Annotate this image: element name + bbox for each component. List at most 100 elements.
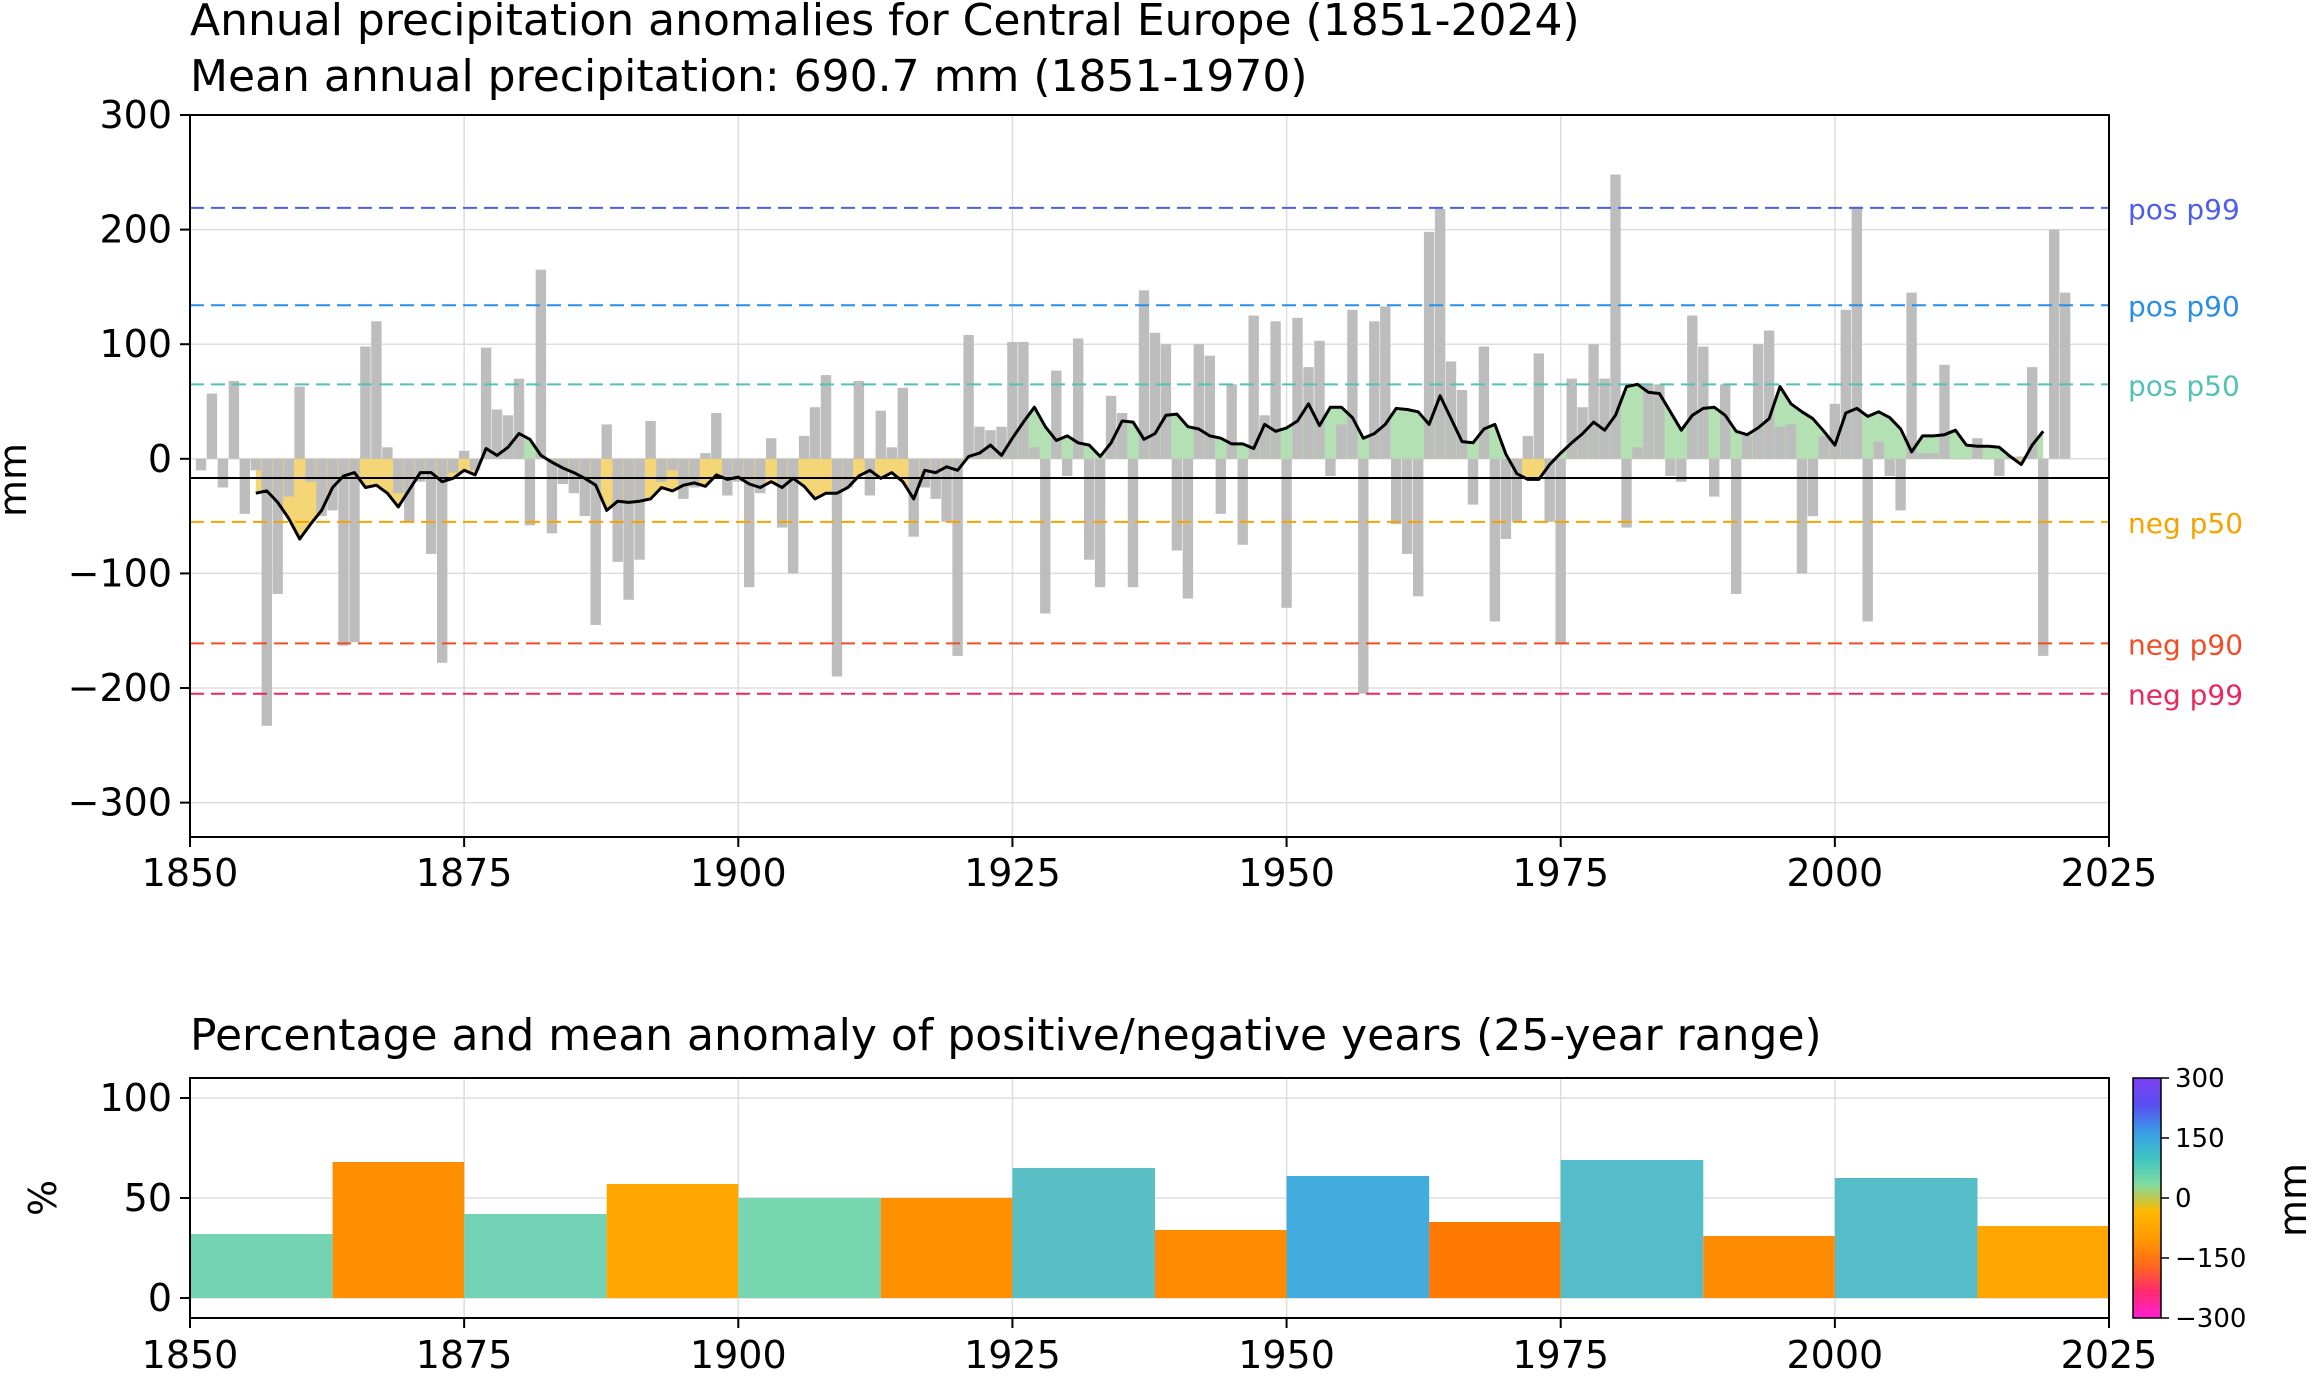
anomaly-bar bbox=[1314, 340, 1325, 459]
anomaly-bar bbox=[1073, 338, 1084, 459]
anomaly-bar bbox=[1752, 344, 1764, 459]
y-tick-label: 100 bbox=[99, 1076, 172, 1120]
percentage-y-axis-label: % bbox=[21, 1180, 65, 1216]
anomaly-bar bbox=[1665, 458, 1676, 476]
anomaly-bar bbox=[1193, 344, 1204, 459]
colorbar-tick-label: 150 bbox=[2175, 1124, 2225, 1154]
anomaly-bar bbox=[766, 438, 777, 459]
anomaly-bar bbox=[1785, 424, 1797, 459]
anomaly-bar bbox=[1643, 384, 1654, 459]
anomaly-bar bbox=[524, 458, 536, 526]
anomaly-bar bbox=[1851, 206, 1862, 459]
anomaly-bar bbox=[842, 458, 854, 488]
anomaly-bar bbox=[1544, 458, 1555, 522]
anomaly-bar bbox=[1391, 458, 1402, 525]
anomaly-x-axis: 1850 1875 1900 1925 1950 1975 2000 2025 bbox=[142, 837, 2157, 895]
percentage-bar bbox=[1834, 1178, 1978, 1298]
anomaly-bar bbox=[2059, 292, 2071, 459]
anomaly-bar bbox=[1138, 290, 1150, 459]
anomaly-bar bbox=[1555, 458, 1566, 645]
x-tick-label: 1900 bbox=[690, 1333, 787, 1377]
anomaly-bar bbox=[426, 458, 437, 554]
anomaly-bar bbox=[1029, 447, 1040, 459]
anomaly-bar bbox=[1566, 378, 1577, 459]
anomaly-bar bbox=[1698, 346, 1709, 459]
anomaly-bar bbox=[853, 380, 865, 459]
anomaly-bar bbox=[1983, 458, 1994, 460]
x-tick-label: 1850 bbox=[142, 1333, 239, 1377]
anomaly-bar bbox=[1116, 413, 1128, 459]
anomaly-bar bbox=[1358, 458, 1369, 694]
anomaly-bar bbox=[776, 458, 788, 528]
anomaly-bar bbox=[1720, 384, 1731, 459]
anomaly-bar bbox=[1062, 458, 1073, 476]
colorbar-tick-label: 0 bbox=[2175, 1184, 2192, 1214]
anomaly-bar bbox=[480, 347, 492, 459]
y-tick-label: −100 bbox=[68, 551, 172, 595]
anomaly-bar bbox=[371, 321, 382, 459]
x-tick-label: 1875 bbox=[416, 851, 513, 895]
anomaly-bar bbox=[1807, 458, 1819, 517]
anomaly-bar bbox=[1829, 403, 1840, 459]
anomaly-grid bbox=[189, 114, 2110, 837]
anomaly-bar bbox=[1522, 435, 1533, 459]
anomaly-bar bbox=[623, 458, 634, 600]
anomaly-bar bbox=[217, 458, 229, 488]
anomaly-bar bbox=[228, 380, 240, 459]
anomaly-bar bbox=[448, 458, 459, 473]
y-tick-label: 200 bbox=[99, 208, 172, 252]
anomaly-bar bbox=[1171, 458, 1183, 551]
anomaly-bar bbox=[1127, 458, 1139, 588]
anomaly-bar bbox=[809, 407, 821, 459]
anomaly-bar bbox=[2038, 458, 2049, 656]
anomaly-bar bbox=[250, 458, 261, 471]
anomaly-bar bbox=[1873, 441, 1884, 459]
anomaly-bar bbox=[1950, 458, 1961, 460]
percentage-bar bbox=[880, 1198, 1013, 1298]
threshold-lines: pos p99 pos p90 pos p50 neg p50 neg p90 neg p… bbox=[190, 193, 2243, 712]
anomaly-bar bbox=[305, 458, 316, 482]
y-tick-label: 0 bbox=[148, 437, 172, 481]
anomaly-y-axis-label: mm bbox=[0, 443, 35, 517]
anomaly-chart-title: Annual precipitation anomalies for Centr… bbox=[190, 0, 1580, 46]
anomaly-bar bbox=[1336, 424, 1347, 459]
anomaly-bar bbox=[294, 386, 305, 459]
anomaly-bar bbox=[1259, 415, 1270, 459]
anomaly-bar bbox=[568, 458, 579, 494]
anomaly-bar bbox=[1741, 435, 1753, 459]
anomaly-bar bbox=[1917, 453, 1928, 459]
anomaly-bar bbox=[1840, 309, 1851, 459]
anomaly-bar bbox=[634, 458, 645, 560]
anomaly-bar bbox=[458, 450, 470, 459]
anomaly-bar bbox=[820, 375, 832, 459]
anomaly-bar bbox=[612, 458, 623, 562]
anomaly-bar bbox=[1303, 367, 1314, 459]
percentage-bar bbox=[1703, 1236, 1835, 1298]
smoothed-line bbox=[255, 382, 2045, 541]
anomaly-bar bbox=[733, 458, 744, 482]
anomaly-chart-subtitle: Mean annual precipitation: 690.7 mm (185… bbox=[190, 51, 1308, 102]
x-tick-label: 1925 bbox=[964, 1333, 1061, 1377]
anomaly-bar bbox=[798, 435, 810, 459]
anomaly-bar bbox=[941, 458, 952, 522]
anomaly-bar bbox=[1972, 438, 1983, 459]
percentage-bar bbox=[1977, 1226, 2109, 1298]
colorbar: 300 150 0 −150 −300 mm bbox=[2132, 1064, 2315, 1334]
anomaly-bar bbox=[1204, 355, 1215, 459]
x-tick-label: 1950 bbox=[1238, 851, 1335, 895]
anomaly-bar bbox=[393, 458, 404, 494]
anomaly-bar bbox=[1467, 458, 1479, 505]
anomaly-bar bbox=[1478, 346, 1490, 459]
anomaly-bar bbox=[1456, 390, 1468, 459]
anomaly-bar bbox=[1774, 426, 1786, 459]
anomaly-bar bbox=[1994, 458, 2005, 476]
x-tick-label: 1950 bbox=[1238, 1333, 1335, 1377]
anomaly-bar bbox=[590, 458, 601, 625]
anomaly-bar bbox=[513, 378, 525, 459]
anomaly-bar bbox=[787, 458, 799, 574]
anomaly-bar bbox=[1369, 321, 1380, 459]
anomaly-smoothed-line bbox=[255, 382, 2045, 541]
anomaly-bar bbox=[1182, 458, 1194, 599]
anomaly-bar bbox=[1105, 395, 1117, 459]
